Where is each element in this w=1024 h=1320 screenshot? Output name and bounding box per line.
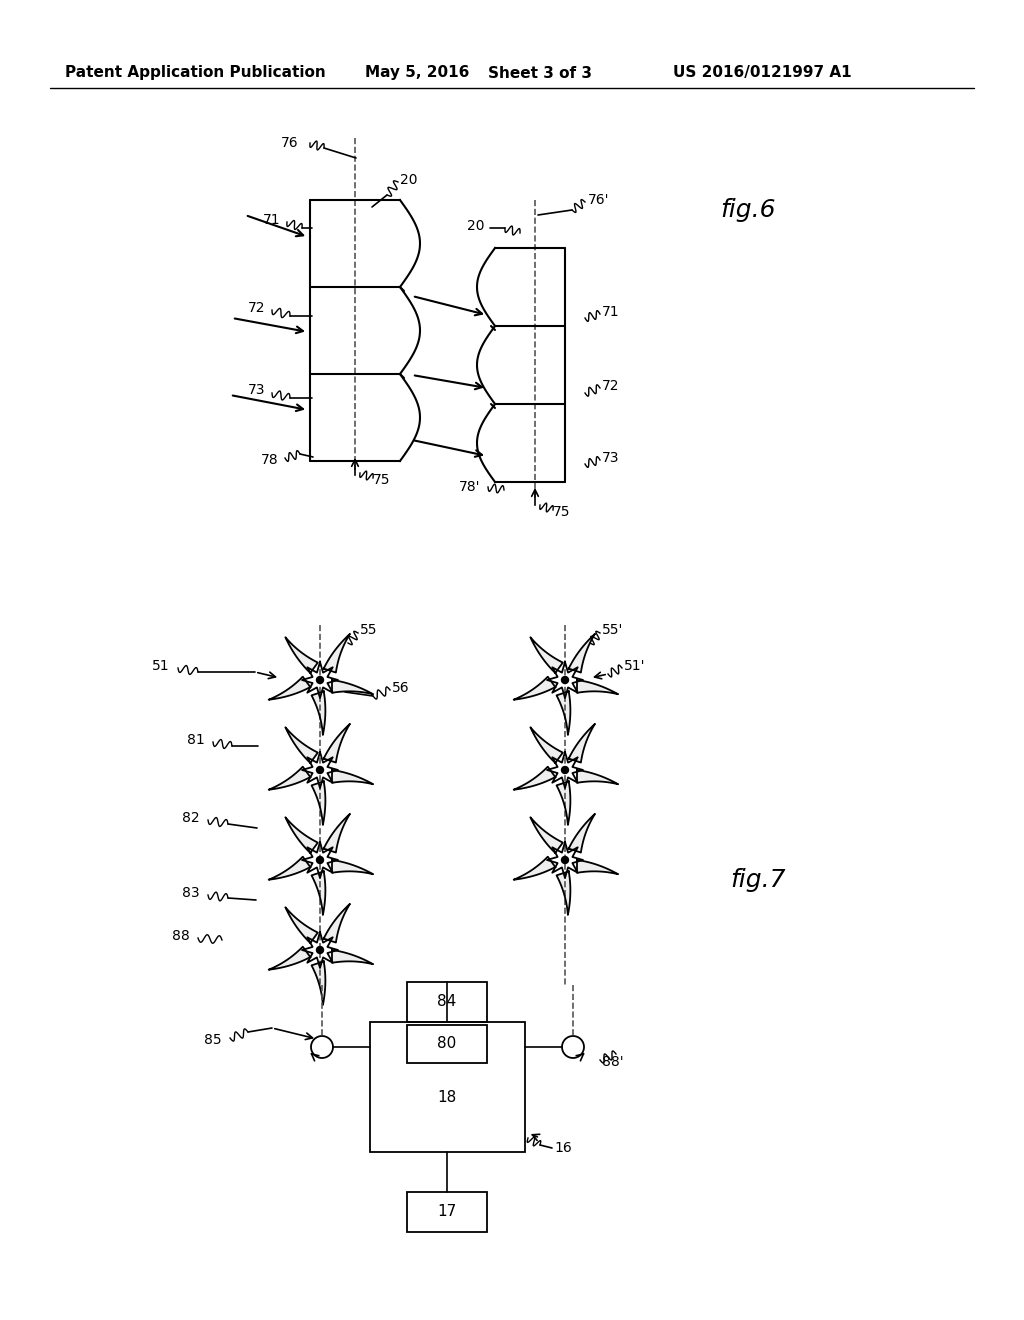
Polygon shape bbox=[514, 857, 555, 879]
Polygon shape bbox=[530, 727, 563, 763]
Polygon shape bbox=[311, 871, 326, 915]
Text: US 2016/0121997 A1: US 2016/0121997 A1 bbox=[673, 66, 852, 81]
Polygon shape bbox=[311, 692, 326, 735]
Text: 88: 88 bbox=[172, 929, 190, 942]
Text: 51': 51' bbox=[624, 659, 645, 673]
Polygon shape bbox=[568, 723, 595, 763]
Polygon shape bbox=[530, 638, 563, 673]
Text: 55': 55' bbox=[602, 623, 624, 638]
Text: 51: 51 bbox=[153, 659, 170, 673]
Polygon shape bbox=[556, 692, 570, 735]
Polygon shape bbox=[514, 767, 555, 789]
Polygon shape bbox=[286, 907, 317, 942]
Text: 55: 55 bbox=[360, 623, 378, 638]
Text: 73: 73 bbox=[602, 451, 620, 465]
Text: 81: 81 bbox=[187, 733, 205, 747]
Text: 78: 78 bbox=[260, 453, 278, 467]
Text: 71: 71 bbox=[262, 213, 280, 227]
Polygon shape bbox=[324, 904, 350, 942]
Text: 80: 80 bbox=[437, 1036, 457, 1052]
Text: 75: 75 bbox=[553, 506, 570, 519]
Text: 20: 20 bbox=[467, 219, 484, 234]
Circle shape bbox=[561, 767, 568, 774]
Circle shape bbox=[316, 676, 324, 684]
Polygon shape bbox=[311, 961, 326, 1005]
Text: 20: 20 bbox=[400, 173, 418, 187]
Polygon shape bbox=[286, 727, 317, 763]
Text: 71: 71 bbox=[602, 305, 620, 319]
Text: 84: 84 bbox=[437, 994, 457, 1010]
Polygon shape bbox=[577, 680, 618, 694]
Polygon shape bbox=[324, 634, 350, 673]
Polygon shape bbox=[286, 638, 317, 673]
Polygon shape bbox=[268, 677, 310, 700]
Polygon shape bbox=[530, 817, 563, 853]
Polygon shape bbox=[324, 814, 350, 853]
Polygon shape bbox=[268, 946, 310, 970]
Text: 73: 73 bbox=[248, 383, 265, 397]
Polygon shape bbox=[332, 861, 373, 874]
Polygon shape bbox=[332, 770, 373, 784]
Text: Sheet 3 of 3: Sheet 3 of 3 bbox=[488, 66, 592, 81]
Text: 75: 75 bbox=[373, 473, 390, 487]
Text: 85: 85 bbox=[205, 1034, 222, 1047]
Text: 72: 72 bbox=[248, 301, 265, 315]
Polygon shape bbox=[324, 723, 350, 763]
Polygon shape bbox=[556, 871, 570, 915]
Polygon shape bbox=[577, 861, 618, 874]
Text: 56: 56 bbox=[392, 681, 410, 696]
Text: 83: 83 bbox=[182, 886, 200, 900]
Text: 72: 72 bbox=[602, 379, 620, 393]
Polygon shape bbox=[332, 680, 373, 694]
Polygon shape bbox=[514, 677, 555, 700]
Circle shape bbox=[316, 767, 324, 774]
Polygon shape bbox=[268, 857, 310, 879]
Polygon shape bbox=[568, 814, 595, 853]
Text: fig.7: fig.7 bbox=[730, 869, 785, 892]
Polygon shape bbox=[268, 767, 310, 789]
Circle shape bbox=[316, 946, 324, 953]
Polygon shape bbox=[332, 950, 373, 964]
Text: 88': 88' bbox=[602, 1055, 624, 1069]
Text: 18: 18 bbox=[437, 1090, 457, 1106]
Text: 17: 17 bbox=[437, 1204, 457, 1220]
Text: May 5, 2016: May 5, 2016 bbox=[365, 66, 469, 81]
Circle shape bbox=[561, 676, 568, 684]
Text: fig.6: fig.6 bbox=[720, 198, 775, 222]
Polygon shape bbox=[577, 770, 618, 784]
Polygon shape bbox=[568, 634, 595, 673]
Text: 82: 82 bbox=[182, 810, 200, 825]
Circle shape bbox=[316, 857, 324, 863]
Text: 78': 78' bbox=[459, 480, 480, 494]
Circle shape bbox=[561, 857, 568, 863]
Text: 76: 76 bbox=[281, 136, 298, 150]
Text: 76': 76' bbox=[588, 193, 609, 207]
Text: 16: 16 bbox=[554, 1140, 571, 1155]
Polygon shape bbox=[286, 817, 317, 853]
Polygon shape bbox=[556, 781, 570, 825]
Polygon shape bbox=[311, 781, 326, 825]
Text: Patent Application Publication: Patent Application Publication bbox=[65, 66, 326, 81]
